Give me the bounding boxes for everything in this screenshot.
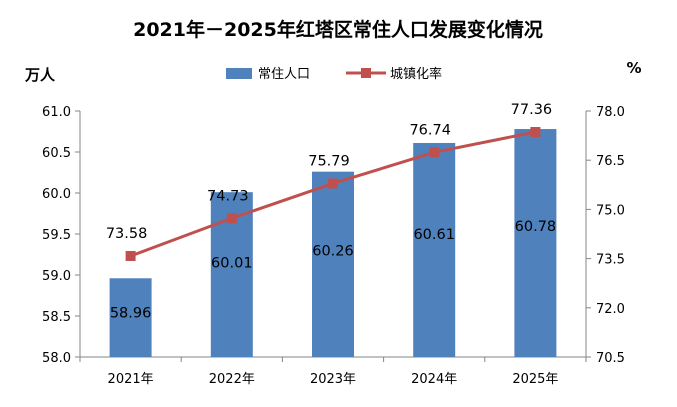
line-labels: 73.58 74.73 75.79 76.74 77.36 — [106, 102, 552, 242]
line-point — [429, 147, 440, 158]
left-axis-ticks: 58.0 58.5 59.0 59.5 60.0 60.5 61.0 — [42, 105, 80, 366]
left-axis-unit: 万人 — [24, 66, 56, 84]
right-tick-label: 70.5 — [596, 351, 625, 366]
left-tick-label: 59.5 — [42, 228, 71, 243]
right-tick-label: 75.0 — [596, 203, 625, 218]
line-value-label: 76.74 — [409, 122, 451, 138]
left-tick-label: 60.5 — [42, 146, 71, 161]
line-value-label: 77.36 — [511, 102, 553, 118]
left-tick-label: 59.0 — [42, 269, 71, 284]
x-tick-label: 2021年 — [108, 372, 154, 387]
line-point — [226, 213, 237, 224]
right-tick-label: 76.5 — [596, 154, 625, 169]
bar-value-label: 60.61 — [413, 227, 455, 243]
bar — [514, 129, 557, 357]
left-tick-label: 60.0 — [42, 187, 71, 202]
bar — [109, 278, 152, 357]
bar — [312, 171, 354, 357]
legend-bar-swatch — [226, 68, 252, 79]
bar-value-label: 60.78 — [515, 219, 557, 235]
right-tick-label: 72.0 — [596, 302, 625, 317]
legend-bar-label: 常住人口 — [258, 67, 310, 82]
left-tick-label: 58.5 — [42, 310, 71, 325]
legend-line-label: 城镇化率 — [390, 66, 442, 82]
left-tick-label: 58.0 — [42, 351, 71, 366]
x-axis-ticks: 2021年 2022年 2023年 2024年 2025年 — [79, 357, 587, 387]
line-point — [125, 250, 136, 261]
bar — [413, 142, 456, 357]
bar-value-label: 58.96 — [110, 305, 152, 321]
right-tick-label: 73.5 — [596, 253, 625, 268]
bar-series — [109, 129, 557, 357]
bar-labels: 58.96 60.01 60.26 60.61 60.78 — [110, 219, 556, 322]
line-series — [125, 126, 541, 261]
line-point — [328, 178, 338, 189]
left-tick-label: 61.0 — [42, 105, 71, 120]
right-tick-label: 78.0 — [596, 105, 625, 120]
line-value-label: 74.73 — [207, 188, 249, 204]
right-axis-unit: % — [626, 59, 641, 77]
chart-title: 2021年－2025年红塔区常住人口发展变化情况 — [133, 18, 543, 41]
line-value-label: 75.79 — [308, 153, 350, 169]
bar-value-label: 60.01 — [211, 255, 253, 271]
right-axis-ticks: 70.5 72.0 73.5 75.0 76.5 78.0 — [586, 105, 625, 366]
legend: 常住人口 城镇化率 — [226, 66, 442, 82]
legend-line-marker — [361, 68, 371, 78]
line-value-label: 73.58 — [106, 226, 148, 242]
x-tick-label: 2022年 — [209, 372, 255, 387]
line-point — [530, 126, 541, 137]
x-tick-label: 2023年 — [310, 372, 356, 387]
x-tick-label: 2024年 — [411, 372, 457, 387]
x-tick-label: 2025年 — [512, 372, 558, 387]
bar-value-label: 60.26 — [312, 244, 354, 260]
